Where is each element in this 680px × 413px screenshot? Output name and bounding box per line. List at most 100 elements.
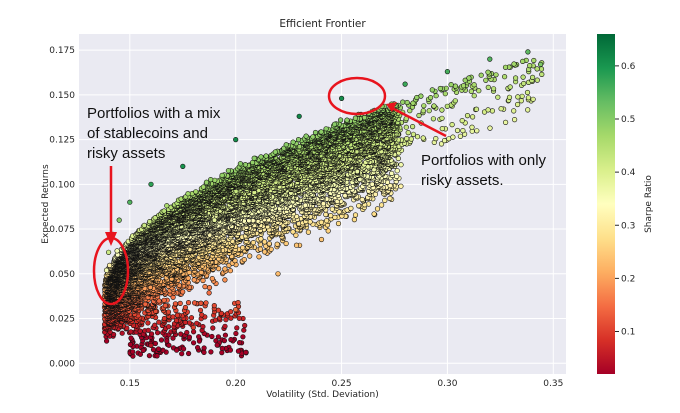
scatter-point (190, 324, 196, 331)
scatter-point (137, 351, 143, 357)
scatter-point (150, 347, 157, 353)
scatter-point (182, 319, 188, 326)
scatter-point (274, 241, 280, 247)
scatter-point (127, 341, 133, 348)
scatter-point (172, 301, 178, 307)
scatter-point (240, 245, 246, 251)
scatter-point (182, 304, 188, 311)
scatter-point (103, 338, 110, 344)
scatter-point (394, 168, 400, 174)
scatter-point (209, 276, 215, 282)
scatter-point (318, 236, 325, 243)
scatter-point (145, 320, 151, 326)
scatter-point (177, 300, 183, 307)
scatter-point (387, 195, 393, 201)
scatter-point (161, 315, 167, 322)
scatter-point (237, 340, 243, 346)
scatter-point (140, 347, 146, 354)
scatter-point (247, 253, 253, 259)
scatter-point (241, 257, 247, 263)
scatter-point (166, 342, 172, 348)
scatter-point (275, 271, 281, 277)
scatter-point (394, 173, 400, 179)
scatter-point (234, 325, 240, 331)
scatter-point (222, 277, 228, 283)
scatter-point (256, 254, 262, 260)
scatter-point (199, 312, 205, 318)
scatter-point (398, 162, 404, 168)
scatter-point (103, 267, 110, 273)
scatter-point (201, 345, 207, 351)
scatter-point (257, 246, 264, 252)
scatter-point (240, 334, 246, 340)
scatter-point (318, 219, 324, 225)
scatter-point (195, 345, 201, 351)
scatter-point (185, 275, 191, 281)
scatter-point (293, 242, 300, 248)
scatter-point (158, 337, 165, 343)
scatter-point (142, 301, 148, 307)
scatter-point (222, 332, 228, 338)
scatter-point (215, 334, 221, 340)
scatter-point (110, 331, 117, 338)
scatter-point (302, 202, 308, 208)
scatter-point (329, 206, 335, 212)
scatter-point (233, 330, 239, 337)
scatter-point (379, 202, 385, 208)
scatter-point (206, 290, 212, 296)
scatter-point (398, 183, 404, 189)
scatter-point (389, 170, 395, 176)
scatter-point (130, 349, 136, 355)
scatter-point (258, 236, 264, 242)
scatter-point (371, 211, 377, 217)
scatter-point (192, 300, 198, 306)
scatter-point (186, 350, 192, 357)
scatter-point (222, 323, 228, 329)
scatter-point (114, 248, 120, 254)
scatter-point (369, 181, 375, 187)
scatter-point (218, 310, 224, 317)
scatter-point (208, 349, 214, 355)
scatter-point (174, 347, 180, 353)
scatter-point (152, 322, 158, 328)
scatter-point (241, 327, 247, 333)
scatter-point (290, 229, 296, 235)
scatter-point (211, 303, 217, 309)
scatter-point (351, 217, 358, 223)
scatter-point (155, 346, 162, 352)
scatter-point (235, 348, 241, 354)
scatter-point (198, 300, 204, 306)
scatter-point (328, 213, 334, 219)
scatter-point (201, 349, 207, 356)
scatter-point (194, 320, 200, 326)
scatter-point (196, 334, 202, 340)
scatter-point (374, 206, 381, 212)
scatter-point (197, 307, 204, 313)
scatter-point (242, 322, 248, 329)
scatter-point (178, 331, 184, 337)
scatter-point (356, 203, 362, 209)
scatter-point (250, 240, 256, 246)
scatter-point (235, 300, 241, 306)
scatter-point (219, 345, 225, 352)
scatter-point (382, 197, 388, 203)
scatter-point (352, 212, 359, 218)
scatter-point (323, 211, 329, 218)
scatter-points (101, 49, 545, 359)
scatter-point (165, 309, 172, 315)
scatter-point (186, 334, 192, 340)
scatter-point (152, 340, 158, 347)
scatter-point (185, 300, 192, 306)
scatter-point (181, 346, 187, 352)
scatter-point (145, 327, 151, 333)
scatter-point (307, 219, 313, 225)
scatter-point (233, 307, 239, 313)
scatter-point (170, 335, 176, 341)
scatter-point (106, 262, 113, 269)
scatter-point (202, 284, 208, 290)
scatter-point (243, 349, 249, 356)
scatter-point (348, 205, 354, 211)
scatter-point (228, 337, 234, 343)
chart-title: Efficient Frontier (279, 18, 366, 30)
scatter-point (161, 297, 167, 303)
